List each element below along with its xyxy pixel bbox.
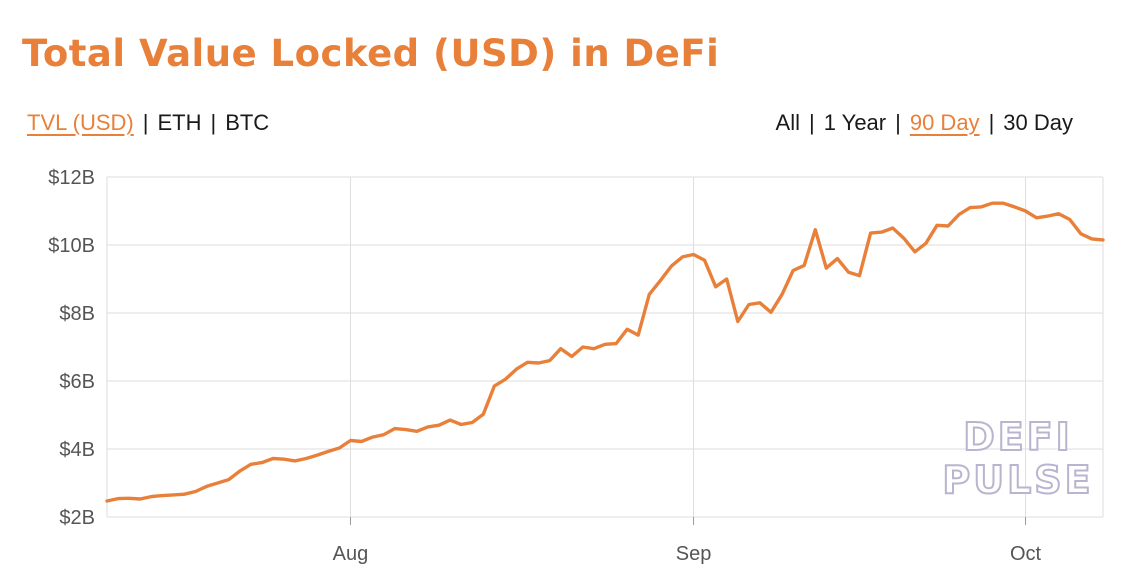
x-tick-label: Sep xyxy=(676,543,712,565)
btc-option[interactable]: BTC xyxy=(225,110,270,135)
range-toggle: All | 1 Year | 90 Day | 30 Day xyxy=(776,110,1073,136)
separator: | xyxy=(210,110,217,135)
y-tick-label: $6B xyxy=(59,371,95,393)
y-tick-label: $10B xyxy=(48,235,95,257)
separator: | xyxy=(809,110,815,135)
tvl-line-chart[interactable]: $2B $4B $6B $8B $10B $12B Aug Sep Oct DEFI PULS… xyxy=(0,160,1123,578)
page-title: Total Value Locked (USD) in DeFi xyxy=(22,32,720,75)
tvl-series-line xyxy=(105,201,1105,503)
y-tick-label: $2B xyxy=(59,507,95,529)
x-tick-label: Oct xyxy=(1010,543,1042,565)
thirty-day-range-option[interactable]: 30 Day xyxy=(1003,110,1073,135)
ninety-day-range-option[interactable]: 90 Day xyxy=(909,110,980,135)
grid xyxy=(106,176,1104,518)
one-year-range-option[interactable]: 1 Year xyxy=(823,110,887,135)
separator: | xyxy=(895,110,901,135)
y-tick-label: $8B xyxy=(59,303,95,325)
y-tick-label: $12B xyxy=(48,167,95,189)
watermark-line-1: DEFI xyxy=(963,415,1073,459)
watermark-line-2: PULSE xyxy=(942,458,1093,502)
y-axis-ticks: $2B $4B $6B $8B $10B $12B xyxy=(48,167,95,529)
tvl-usd-option[interactable]: TVL (USD) xyxy=(27,110,134,135)
x-axis-ticks: Aug Sep Oct xyxy=(333,517,1042,565)
separator: | xyxy=(142,110,149,135)
separator: | xyxy=(988,110,995,135)
eth-option[interactable]: ETH xyxy=(157,110,202,135)
x-tick-label: Aug xyxy=(333,543,369,565)
currency-toggle: TVL (USD) | ETH | BTC xyxy=(27,110,269,136)
defi-pulse-watermark: DEFI PULSE xyxy=(941,414,1093,503)
series xyxy=(105,201,1105,503)
y-tick-label: $4B xyxy=(59,439,95,461)
all-range-option[interactable]: All xyxy=(775,110,800,135)
